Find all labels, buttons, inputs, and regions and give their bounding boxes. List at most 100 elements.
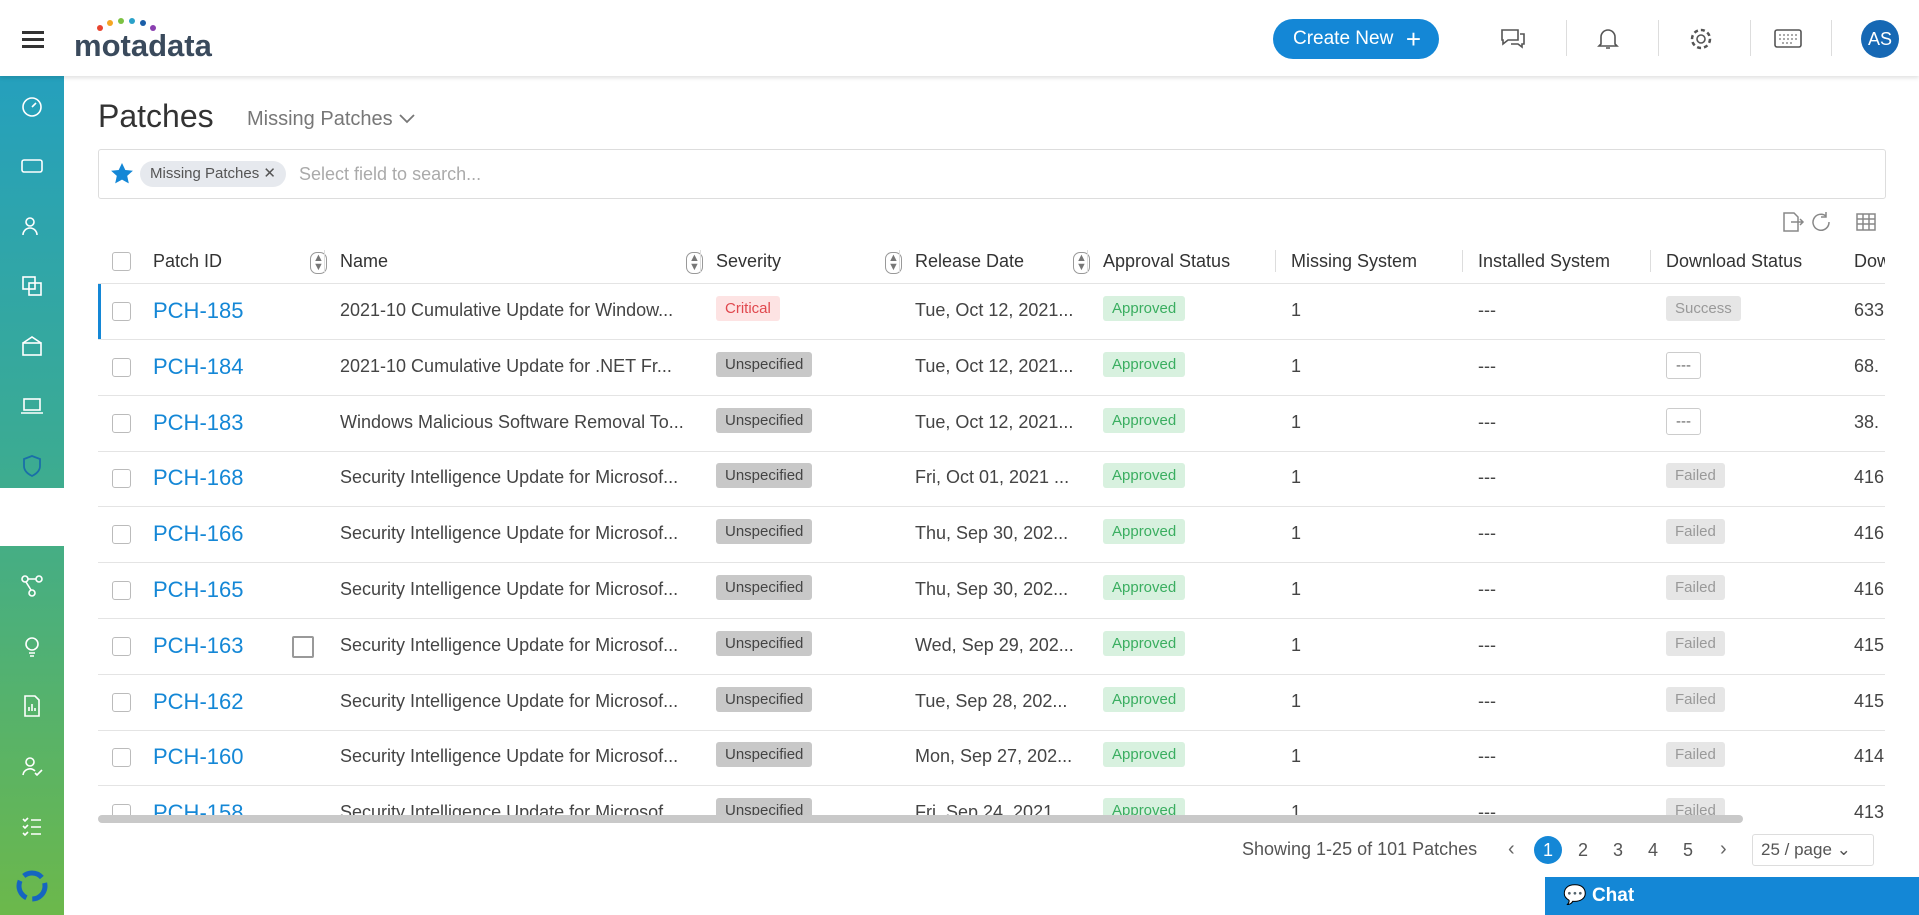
column-header[interactable]: Download Status	[1666, 251, 1803, 271]
checkbox[interactable]	[112, 581, 131, 600]
chat-button[interactable]: 💬 Chat	[1545, 877, 1919, 915]
column-header[interactable]: Release Date	[915, 251, 1025, 271]
nav-icon[interactable]	[20, 454, 44, 478]
patch-link[interactable]: PCH-166	[153, 521, 244, 547]
nav-icon[interactable]	[20, 814, 44, 838]
chevron	[399, 114, 415, 124]
nav-icon[interactable]	[20, 694, 44, 718]
column-header[interactable]: Missing System	[1291, 251, 1418, 271]
view-selector[interactable]: Missing Patches	[247, 108, 416, 131]
table-cell: 413	[1854, 802, 1885, 822]
select-all-checkbox[interactable]	[112, 252, 131, 271]
table-cell: Security Intelligence Update for Microso…	[340, 579, 679, 599]
table-cell: Windows Malicious Software Removal To...	[340, 411, 684, 432]
filter-tag[interactable]: Missing Patches ✕	[140, 161, 286, 187]
column-header[interactable]: Severity	[716, 251, 782, 271]
checkbox[interactable]	[112, 636, 131, 656]
status-badge: Approved	[1103, 351, 1186, 377]
refresh-icon[interactable]	[1812, 212, 1830, 231]
sort-icon[interactable]: ▲ ▼	[885, 252, 902, 274]
column-header[interactable]: Name	[340, 251, 389, 271]
star-icon[interactable]	[110, 162, 134, 186]
table-cell: ---	[1478, 467, 1496, 488]
status-badge: Approved	[1103, 519, 1186, 545]
create-new-button[interactable]: Create New +	[1273, 19, 1439, 59]
table: Patch ID ▲ ▼ Name ▲ ▼ Severity ▲ ▼ Release Date ▲ ▼…	[98, 250, 1885, 822]
nav-icon[interactable]	[20, 334, 44, 358]
nav-icon[interactable]	[20, 274, 44, 298]
chat-icon[interactable]	[1499, 26, 1527, 50]
view-label: Missing Patches	[247, 108, 393, 130]
column-divider	[1650, 250, 1651, 272]
status-badge: Approved	[1103, 575, 1186, 600]
column-header[interactable]: Approval Status	[1103, 251, 1231, 271]
checkbox[interactable]	[112, 469, 131, 489]
patch-link[interactable]: PCH-184	[153, 353, 244, 379]
table-cell: 1	[1291, 802, 1302, 822]
checkbox[interactable]	[112, 748, 131, 768]
patch-link[interactable]: PCH-163	[153, 632, 244, 658]
search-input[interactable]: Select field to search...	[299, 164, 482, 184]
table-cell: ---	[1478, 300, 1496, 320]
nav-icon[interactable]	[20, 634, 44, 658]
menu-button[interactable]	[22, 30, 46, 50]
page-number[interactable]: 2	[1577, 840, 1588, 860]
create-new-label: Create New	[1293, 28, 1394, 49]
patch-link[interactable]: PCH-162	[153, 688, 244, 714]
export-icon[interactable]	[1783, 212, 1805, 232]
column-header[interactable]: Patch ID	[153, 251, 223, 271]
sort-icon[interactable]: ▲ ▼	[310, 252, 327, 274]
nav-icon[interactable]	[20, 94, 44, 118]
table-cell: 1	[1291, 634, 1302, 655]
checkbox[interactable]	[112, 357, 131, 377]
page-number[interactable]: 5	[1682, 840, 1693, 860]
next-page[interactable]: ›	[1720, 838, 1727, 860]
checkbox[interactable]	[112, 413, 131, 433]
settings-icon[interactable]	[1688, 26, 1714, 52]
search-bar[interactable]: Missing Patches ✕ Select field to search…	[98, 149, 1886, 199]
sort-icon[interactable]: ▲ ▼	[1073, 252, 1090, 274]
column-header[interactable]: Dow	[1854, 251, 1885, 271]
row-line	[98, 450, 1885, 452]
scrollbar[interactable]	[98, 815, 1743, 823]
page-number[interactable]: 4	[1647, 840, 1658, 860]
nav-icon[interactable]	[20, 394, 44, 418]
nav-icon[interactable]	[20, 154, 44, 178]
columns-icon[interactable]	[1856, 213, 1876, 231]
keyboard-icon[interactable]	[1774, 29, 1802, 49]
nav-icon[interactable]	[20, 754, 44, 778]
logo[interactable]: motadata	[74, 28, 212, 63]
row-line	[98, 618, 1885, 619]
checkbox[interactable]	[112, 302, 131, 321]
nav-icon[interactable]	[20, 214, 44, 238]
avatar[interactable]: AS	[1861, 20, 1899, 58]
patch-link[interactable]: PCH-183	[153, 409, 244, 435]
column-header[interactable]: Installed System	[1478, 251, 1611, 271]
table-cell: 1	[1291, 411, 1302, 432]
nav-icon[interactable]	[20, 574, 44, 598]
row-line	[98, 729, 1885, 731]
patch-link[interactable]: PCH-160	[153, 744, 244, 770]
checkbox[interactable]	[112, 692, 131, 712]
patch-link[interactable]: PCH-165	[153, 577, 244, 602]
status-badge: Approved	[1103, 630, 1186, 656]
open-icon[interactable]	[292, 635, 314, 658]
sort-icon[interactable]: ▲ ▼	[686, 252, 703, 274]
table-cell: 415	[1854, 690, 1885, 711]
page-number[interactable]: 3	[1612, 840, 1623, 860]
bell-icon[interactable]	[1596, 26, 1620, 52]
status-badge: Failed	[1666, 686, 1725, 712]
column-divider	[324, 250, 325, 272]
row-line	[98, 785, 1885, 787]
page-number[interactable]: 1	[1534, 836, 1562, 864]
table-cell: 414	[1854, 746, 1885, 767]
table-cell: Fri, Oct 01, 2021 ...	[915, 467, 1070, 488]
page-size-select[interactable]: 25 / page ⌄	[1752, 834, 1874, 866]
nav-icon[interactable]	[20, 514, 44, 538]
prev-page[interactable]: ‹	[1508, 838, 1515, 860]
patch-link[interactable]: PCH-168	[153, 465, 244, 491]
checkbox[interactable]	[112, 525, 131, 545]
table-cell: 1	[1291, 467, 1302, 488]
patch-link[interactable]: PCH-185	[153, 298, 244, 323]
